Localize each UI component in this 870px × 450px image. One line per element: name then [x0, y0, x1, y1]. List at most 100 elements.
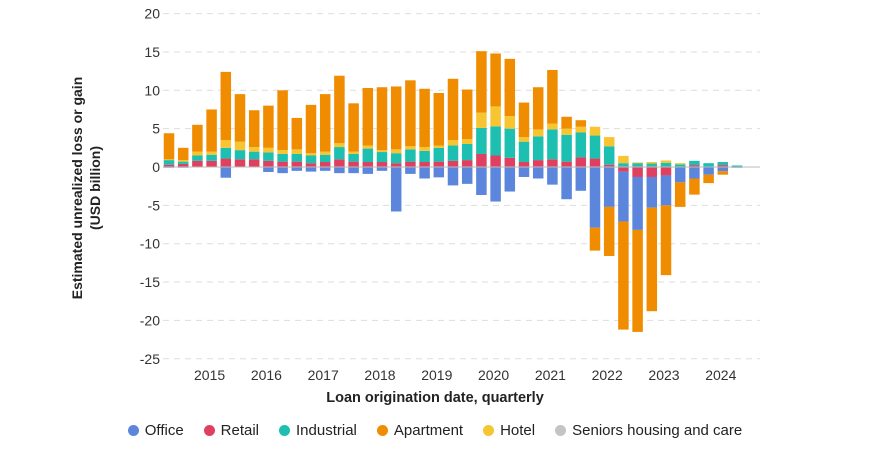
- bar-office: [461, 167, 473, 184]
- x-tick-label: 2021: [535, 367, 566, 383]
- gridlines: [163, 13, 760, 360]
- bar-hotel: [518, 137, 530, 142]
- y-tick-label: 0: [152, 159, 160, 175]
- bar-stack-2018-Q3: [405, 80, 416, 174]
- bar-hotel: [547, 123, 558, 130]
- legend-item[interactable]: Industrial: [279, 422, 357, 439]
- bar-stack-2018-Q1: [376, 87, 388, 171]
- legend-swatch-icon: [483, 425, 495, 436]
- bar-hotel: [433, 145, 445, 148]
- bar-industrial: [618, 163, 629, 167]
- bar-stack-2014-Q2: [163, 133, 175, 168]
- bar-hotel: [561, 128, 572, 135]
- bar-apartment: [390, 86, 402, 150]
- bar-retail: [163, 164, 175, 167]
- bar-retail: [319, 162, 331, 167]
- legend-item[interactable]: Office: [127, 422, 184, 439]
- x-tick-label: 2022: [592, 367, 623, 383]
- bar-hotel: [589, 126, 601, 136]
- y-tick-label: -5: [148, 197, 161, 213]
- bar-apartment: [206, 109, 217, 152]
- bar-stack-2017-Q4: [362, 87, 374, 174]
- bar-stack-2020-Q2: [504, 58, 516, 192]
- bar-stack-2015-Q1: [206, 109, 217, 167]
- bar-retail: [504, 157, 516, 167]
- legend: Office Retail Industrial Apartment Hotel Seni…: [0, 422, 870, 439]
- bar-office: [405, 167, 416, 174]
- bar-apartment: [532, 87, 544, 130]
- bar-industrial: [646, 163, 658, 167]
- bar-apartment: [575, 120, 587, 127]
- bar-hotel: [334, 143, 345, 148]
- bar-industrial: [248, 151, 260, 160]
- bar-industrial: [561, 134, 572, 162]
- bar-retail: [348, 161, 359, 167]
- bar-retail: [689, 165, 700, 167]
- bar-stack-2021-Q3: [575, 120, 587, 191]
- legend-item[interactable]: Hotel: [483, 422, 535, 439]
- bar-stack-2021-Q1: [547, 69, 558, 185]
- bar-apartment: [447, 78, 459, 141]
- legend-item[interactable]: Retail: [203, 422, 259, 439]
- bar-hotel: [674, 163, 686, 165]
- bar-retail: [518, 162, 530, 167]
- bar-stack-2014-Q3: [177, 147, 189, 168]
- bar-retail: [419, 162, 430, 167]
- bar-apartment: [291, 117, 303, 150]
- bar-industrial: [192, 155, 203, 161]
- bar-retail: [334, 159, 345, 167]
- bar-industrial: [603, 146, 615, 165]
- bar-retail: [234, 159, 246, 167]
- bar-industrial: [632, 163, 643, 167]
- bar-stack-2021-Q4: [589, 126, 601, 251]
- bar-office: [518, 167, 530, 177]
- bar-office: [575, 167, 587, 191]
- bar-office: [660, 175, 672, 206]
- bar-apartment: [703, 174, 714, 184]
- bar-apartment: [561, 116, 572, 129]
- bar-office: [362, 167, 374, 174]
- bar-hotel: [291, 149, 303, 154]
- bar-hotel: [277, 150, 288, 154]
- bar-industrial: [177, 161, 189, 164]
- legend-item[interactable]: Apartment: [376, 422, 463, 439]
- bar-retail: [532, 160, 544, 167]
- bar-apartment: [433, 92, 445, 146]
- bar-industrial: [405, 149, 416, 162]
- bar-industrial: [390, 153, 402, 164]
- bar-hotel: [603, 137, 615, 147]
- bar-industrial: [660, 162, 672, 167]
- bar-apartment: [192, 124, 203, 152]
- legend-label: Industrial: [296, 422, 357, 439]
- bar-office: [490, 167, 501, 202]
- bar-stack-2021-Q2: [561, 116, 572, 200]
- bar-industrial: [532, 136, 544, 161]
- bar-apartment: [305, 104, 317, 154]
- bar-hotel: [305, 153, 317, 156]
- x-axis-ticks: 2015 2016 2017 2018 2019 2020 2021 2022 2023 2024: [194, 367, 737, 383]
- bar-apartment: [220, 71, 232, 141]
- bar-industrial: [291, 153, 303, 162]
- bar-hotel: [461, 139, 473, 144]
- bar-industrial: [731, 165, 743, 167]
- bar-apartment: [234, 94, 246, 142]
- bar-industrial: [547, 129, 558, 160]
- bar-retail: [248, 159, 260, 167]
- bar-apartment: [689, 178, 700, 195]
- bar-industrial: [674, 164, 686, 167]
- bar-stack-2018-Q4: [419, 88, 430, 179]
- bar-stack-2022-Q3: [632, 162, 643, 332]
- bar-retail: [547, 159, 558, 167]
- bar-apartment: [632, 229, 643, 332]
- y-axis-title: Estimated unrealized loss or gain (USD b…: [68, 77, 104, 300]
- bar-office: [589, 167, 601, 228]
- legend-item[interactable]: Seniors housing and care: [555, 422, 742, 439]
- bar-stack-2020-Q4: [532, 87, 544, 179]
- bar-office: [348, 167, 359, 174]
- bar-office: [263, 167, 274, 172]
- x-tick-label: 2017: [308, 367, 339, 383]
- y-tick-label: -15: [140, 274, 160, 290]
- legend-swatch-icon: [376, 425, 388, 436]
- bar-apartment: [362, 87, 374, 146]
- bar-industrial: [689, 160, 700, 166]
